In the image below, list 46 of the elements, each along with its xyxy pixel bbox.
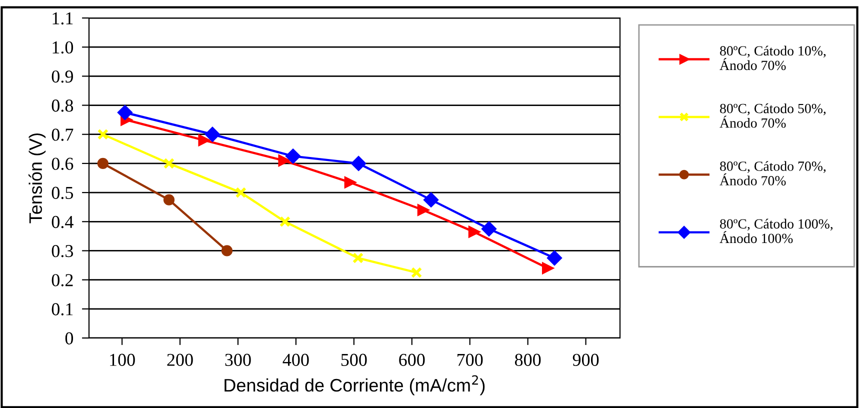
point: [351, 156, 366, 171]
y-tick-label: 0.4: [52, 216, 74, 228]
y-tick-label: 1.0: [52, 41, 74, 54]
legend-label: 80ºC, Cátodo 10%, Ánodo 70%: [720, 46, 826, 70]
y-tick-label: 0.1: [52, 303, 73, 316]
point: [205, 127, 220, 142]
point: [482, 222, 496, 236]
x-tick-label: 300: [225, 354, 251, 366]
legend-label: 80ºC, Cátodo 70%, Ánodo 70%: [720, 161, 826, 186]
legend-label: 80ºC, Cátodo 100%, Ánodo 100%: [720, 218, 832, 244]
y-tick-label: 1.1: [52, 12, 73, 25]
legend-label: 80ºC, Cátodo 50%, Ánodo 70%: [720, 103, 826, 128]
point: [97, 128, 108, 140]
point: [221, 245, 233, 256]
x-tick-label: 800: [514, 354, 541, 366]
point: [547, 250, 562, 266]
point: [424, 192, 438, 208]
x-tick-label: 500: [341, 354, 367, 366]
point: [163, 158, 175, 170]
point: [410, 266, 422, 278]
x-tick-label: 900: [572, 354, 599, 366]
y-tick-label: 0.7: [52, 128, 74, 141]
y-tick-label: 0.3: [52, 244, 74, 258]
point: [286, 148, 300, 164]
y-tick-label: 0: [65, 332, 74, 344]
point: [97, 158, 108, 170]
x-axis-title: Densidad de Corriente (mA/cm$^{2}$): [224, 375, 485, 396]
x-tick-label: 100: [110, 354, 135, 366]
y-tick-label: 0.8: [52, 100, 74, 112]
y-tick-label: 0.9: [52, 70, 73, 83]
point: [279, 216, 290, 228]
y-tick-label: 0.5: [52, 186, 74, 200]
y-tick-label: 0.6: [52, 158, 74, 170]
point: [278, 154, 290, 166]
x-tick-label: 700: [458, 354, 483, 366]
point: [542, 262, 554, 274]
point: [163, 194, 175, 206]
point: [118, 105, 132, 120]
x-tick-label: 400: [282, 354, 309, 366]
point: [198, 134, 210, 146]
y-tick-label: 0.2: [52, 274, 73, 286]
y-axis-title: Tensión (V): [28, 133, 46, 224]
x-tick-label: 200: [167, 354, 193, 366]
x-tick-label: 600: [399, 354, 425, 366]
point: [352, 252, 364, 264]
point: [235, 186, 246, 198]
